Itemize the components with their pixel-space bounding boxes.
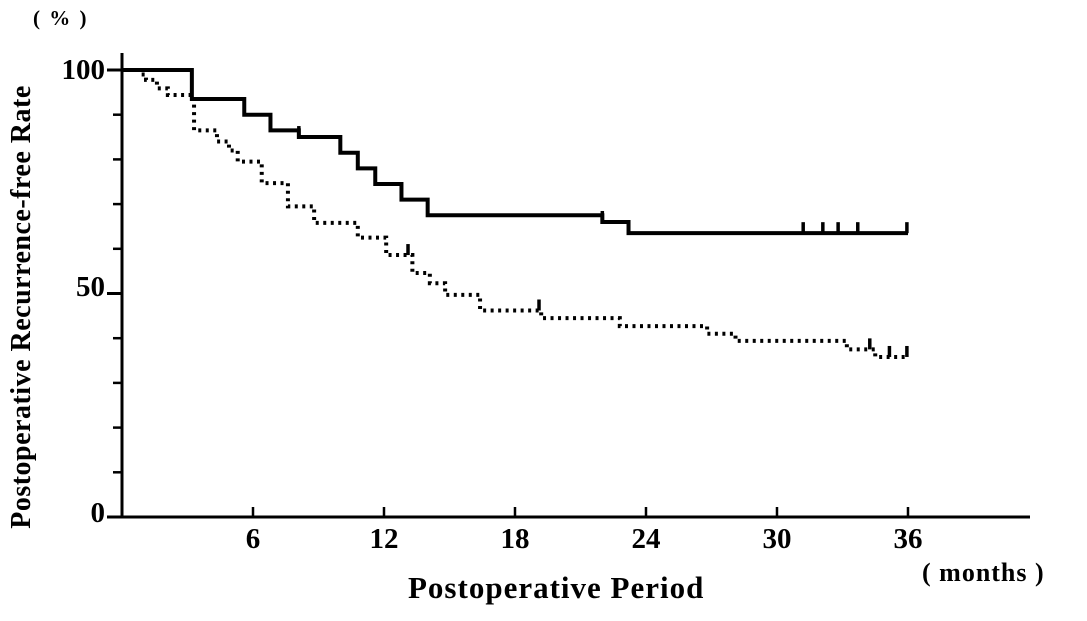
y-tick-label-50: 50 [76, 271, 105, 303]
x-axis-title: Postoperative Period [408, 570, 705, 605]
axes [107, 53, 1030, 519]
lower-group-dotted-path [141, 72, 908, 359]
x-axis-unit-label: ( months ) [922, 558, 1045, 587]
upper-group-solid-curve [122, 68, 909, 236]
x-tick-label-24: 24 [631, 523, 661, 555]
x-tick-label-6: 6 [245, 523, 261, 555]
lower-group-dotted-curve [141, 72, 909, 359]
y-tick-label-0: 0 [90, 497, 106, 529]
y-axis-title: Postoperative Recurrence-free Rate [6, 85, 37, 529]
x-tick-label-36: 36 [893, 523, 923, 555]
x-tick-label-30: 30 [762, 523, 792, 555]
y-tick-label-100: 100 [61, 54, 106, 86]
x-tick-label-18: 18 [500, 523, 530, 555]
upper-group-solid-path [122, 68, 908, 236]
x-tick-label-12: 12 [369, 523, 399, 555]
y-axis-unit-label: ( % ) [33, 6, 89, 30]
